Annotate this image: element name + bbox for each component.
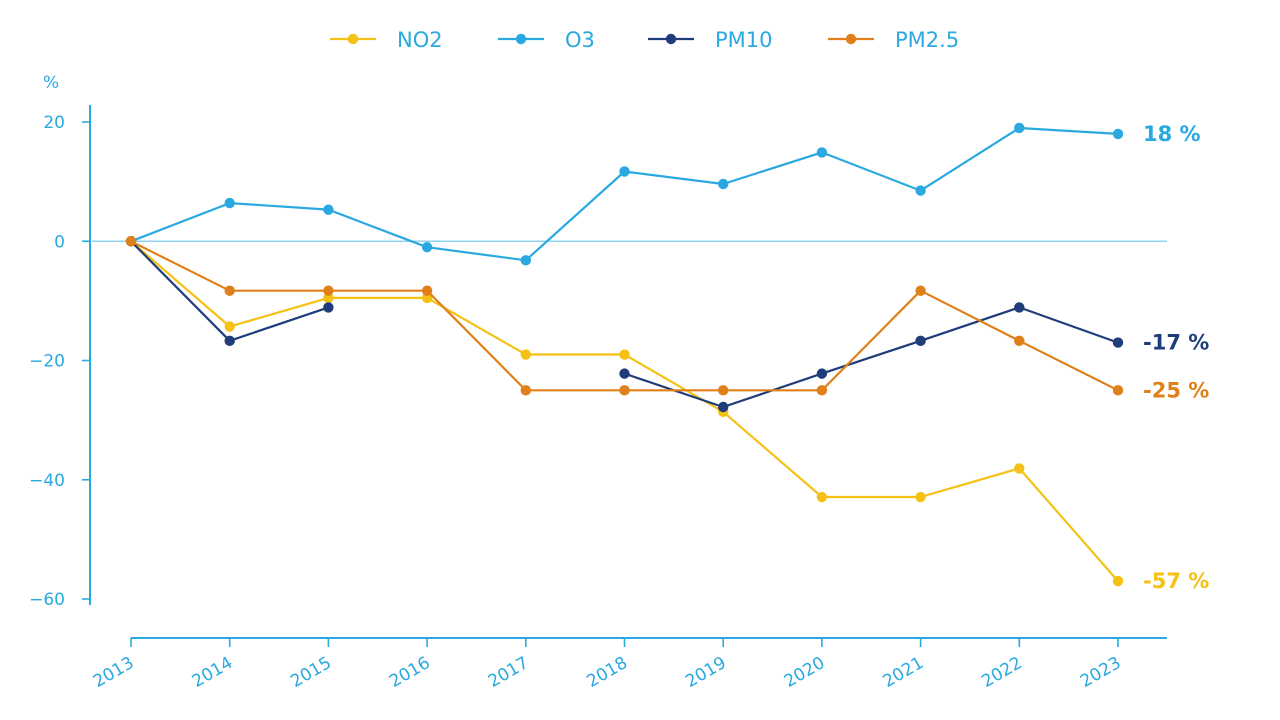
legend-item-no2: NO2 (330, 28, 443, 52)
legend-label-pm10: PM10 (715, 28, 773, 52)
data-point-pm10 (718, 401, 729, 413)
x-tick-label: 2018 (584, 653, 631, 692)
data-point-pm25 (718, 385, 729, 396)
data-point-pm10 (224, 335, 235, 347)
data-point-o3 (718, 178, 729, 190)
legend-label-o3: O3 (565, 28, 595, 52)
legend-swatch-marker (347, 33, 359, 45)
end-label-o3: 18 % (1143, 122, 1201, 146)
end-label-no2: -57 % (1143, 569, 1209, 593)
x-tick-label: 2022 (978, 653, 1025, 692)
legend-label-no2: NO2 (397, 28, 443, 52)
data-point-no2 (520, 349, 531, 360)
data-point-no2 (1014, 463, 1025, 474)
y-tick-label: −40 (29, 471, 65, 491)
data-point-pm10 (816, 368, 828, 379)
x-tick-label: 2013 (90, 653, 137, 692)
series-no2 (125, 236, 1124, 587)
series-layer (125, 122, 1124, 587)
series-pm10 (125, 236, 1124, 413)
legend-label-pm25: PM2.5 (895, 28, 959, 52)
data-point-pm25 (125, 236, 137, 247)
data-point-no2 (323, 292, 334, 304)
data-point-o3 (421, 242, 433, 253)
end-labels: -57 % 18 % -17 % -25 % (1143, 122, 1209, 593)
y-tick-label: 0 (54, 232, 65, 252)
data-point-pm25 (421, 285, 433, 296)
x-tick-label: 2020 (781, 653, 828, 692)
data-point-pm25 (520, 385, 531, 396)
end-label-pm10: -17 % (1143, 331, 1209, 355)
data-point-o3 (323, 204, 334, 215)
series-line-pm10 (624, 306, 1119, 409)
data-point-o3 (816, 147, 828, 158)
legend-item-pm25: PM2.5 (828, 28, 959, 52)
series-o3 (125, 122, 1124, 266)
x-tick-label: 2023 (1077, 653, 1124, 692)
x-tick-label: 2017 (485, 653, 532, 692)
legend-swatch-marker (515, 33, 527, 45)
data-point-pm25 (915, 285, 926, 296)
data-point-pm25 (224, 285, 235, 296)
series-line-no2 (130, 240, 1119, 582)
legend-swatch-marker (665, 33, 677, 45)
legend-item-pm10: PM10 (648, 28, 773, 52)
data-point-pm25 (323, 285, 334, 296)
series-pm25 (125, 236, 1124, 396)
data-point-pm10 (619, 368, 630, 379)
data-point-pm25 (619, 385, 630, 396)
data-point-no2 (421, 292, 433, 304)
y-axis-unit-label: % (43, 73, 59, 93)
data-point-no2 (1112, 575, 1124, 587)
x-tick-label: 2021 (880, 653, 927, 692)
y-tick-label: −60 (29, 590, 65, 610)
chart-legend: NO2 O3 PM10 PM2.5 (330, 28, 959, 52)
data-point-pm10 (1112, 337, 1124, 348)
data-point-o3 (520, 255, 531, 266)
data-point-o3 (915, 185, 926, 196)
data-point-o3 (619, 166, 630, 177)
x-tick-label: 2019 (682, 653, 729, 692)
data-point-no2 (816, 491, 828, 503)
data-point-pm10 (1014, 302, 1025, 313)
y-tick-label: 20 (43, 113, 65, 133)
x-tick-label: 2016 (386, 653, 433, 692)
data-point-no2 (224, 321, 235, 332)
x-tick-label: 2014 (189, 653, 236, 692)
data-point-pm10 (323, 302, 334, 313)
legend-swatch-marker (845, 33, 857, 45)
data-point-o3 (224, 197, 235, 209)
x-tick-label: 2015 (287, 653, 334, 692)
data-point-pm25 (816, 385, 828, 396)
series-line-pm25 (130, 240, 1119, 392)
end-label-pm25: -25 % (1143, 378, 1209, 402)
data-point-o3 (1112, 128, 1124, 140)
y-tick-label: −20 (29, 352, 65, 372)
data-point-pm25 (1112, 385, 1124, 396)
data-point-no2 (915, 491, 926, 503)
data-point-no2 (619, 349, 630, 360)
data-point-o3 (1014, 122, 1025, 134)
chart-axes: 20 0 −20 −40 −60 2013 2014 2015 2016 2017 2018 2019… (29, 105, 1167, 692)
legend-item-o3: O3 (498, 28, 595, 52)
data-point-pm25 (1014, 335, 1025, 347)
data-point-pm10 (915, 335, 926, 347)
